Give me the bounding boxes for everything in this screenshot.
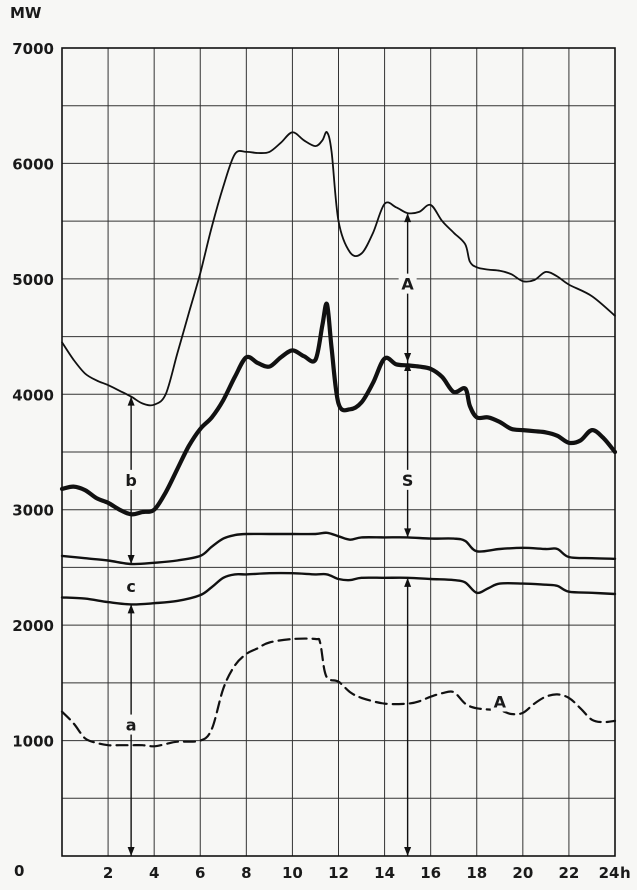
x-tick-label: 12 bbox=[328, 864, 349, 882]
arrow-head bbox=[404, 528, 412, 538]
arrow-head bbox=[127, 847, 135, 856]
series-line-upper-band bbox=[60, 531, 617, 566]
annotation-label: c bbox=[126, 577, 135, 596]
x-tick-label: 4 bbox=[149, 864, 159, 882]
x-tick-label: 14 bbox=[374, 864, 395, 882]
annotation-label: A bbox=[401, 275, 414, 294]
annotation-backdrop bbox=[398, 273, 417, 294]
x-axis-label: h bbox=[620, 864, 631, 882]
arrow-head bbox=[404, 213, 412, 223]
series-group bbox=[59, 131, 618, 748]
arrow-head bbox=[127, 396, 135, 406]
arrow-head bbox=[404, 577, 412, 587]
annotation-backdrop bbox=[122, 714, 141, 735]
annotation-label: A bbox=[494, 692, 507, 711]
y-tick-label: 0 bbox=[14, 862, 24, 880]
series-line-lower-band bbox=[60, 571, 617, 606]
labels-group: A Sb c a A bbox=[122, 273, 509, 735]
y-tick-label: 7000 bbox=[12, 40, 54, 58]
y-tick-label: 3000 bbox=[12, 502, 54, 520]
x-tick-label: 6 bbox=[195, 864, 205, 882]
y-tick-label: 5000 bbox=[12, 271, 54, 289]
arrow-head bbox=[127, 554, 135, 564]
y-tick-label: 1000 bbox=[12, 733, 54, 751]
x-tick-label: 8 bbox=[241, 864, 251, 882]
x-tick-label: 16 bbox=[420, 864, 441, 882]
annotation-label: a bbox=[126, 716, 137, 735]
x-tick-label: 18 bbox=[466, 864, 487, 882]
x-tick-label: 24 bbox=[599, 864, 620, 882]
annotation-backdrop bbox=[490, 691, 509, 712]
annotation-backdrop bbox=[122, 469, 141, 490]
annotation-label: S bbox=[402, 471, 414, 490]
series-line-top bbox=[61, 131, 616, 407]
annotation-label: b bbox=[125, 471, 136, 490]
x-tick-label: 10 bbox=[282, 864, 303, 882]
y-tick-label: 2000 bbox=[12, 617, 54, 635]
x-tick-label: 20 bbox=[512, 864, 533, 882]
x-tick-label: 2 bbox=[103, 864, 113, 882]
arrow-head bbox=[127, 604, 135, 614]
x-tick-label: 22 bbox=[558, 864, 579, 882]
arrow-head bbox=[404, 847, 412, 856]
arrow-head bbox=[404, 361, 412, 371]
y-tick-label: 4000 bbox=[12, 386, 54, 404]
y-axis-label: MW bbox=[10, 4, 42, 22]
annotation-backdrop bbox=[398, 469, 417, 490]
series-line-thick bbox=[59, 301, 618, 517]
y-tick-label: 6000 bbox=[12, 155, 54, 173]
arrow-head bbox=[404, 352, 412, 362]
annotation-backdrop bbox=[122, 576, 141, 597]
